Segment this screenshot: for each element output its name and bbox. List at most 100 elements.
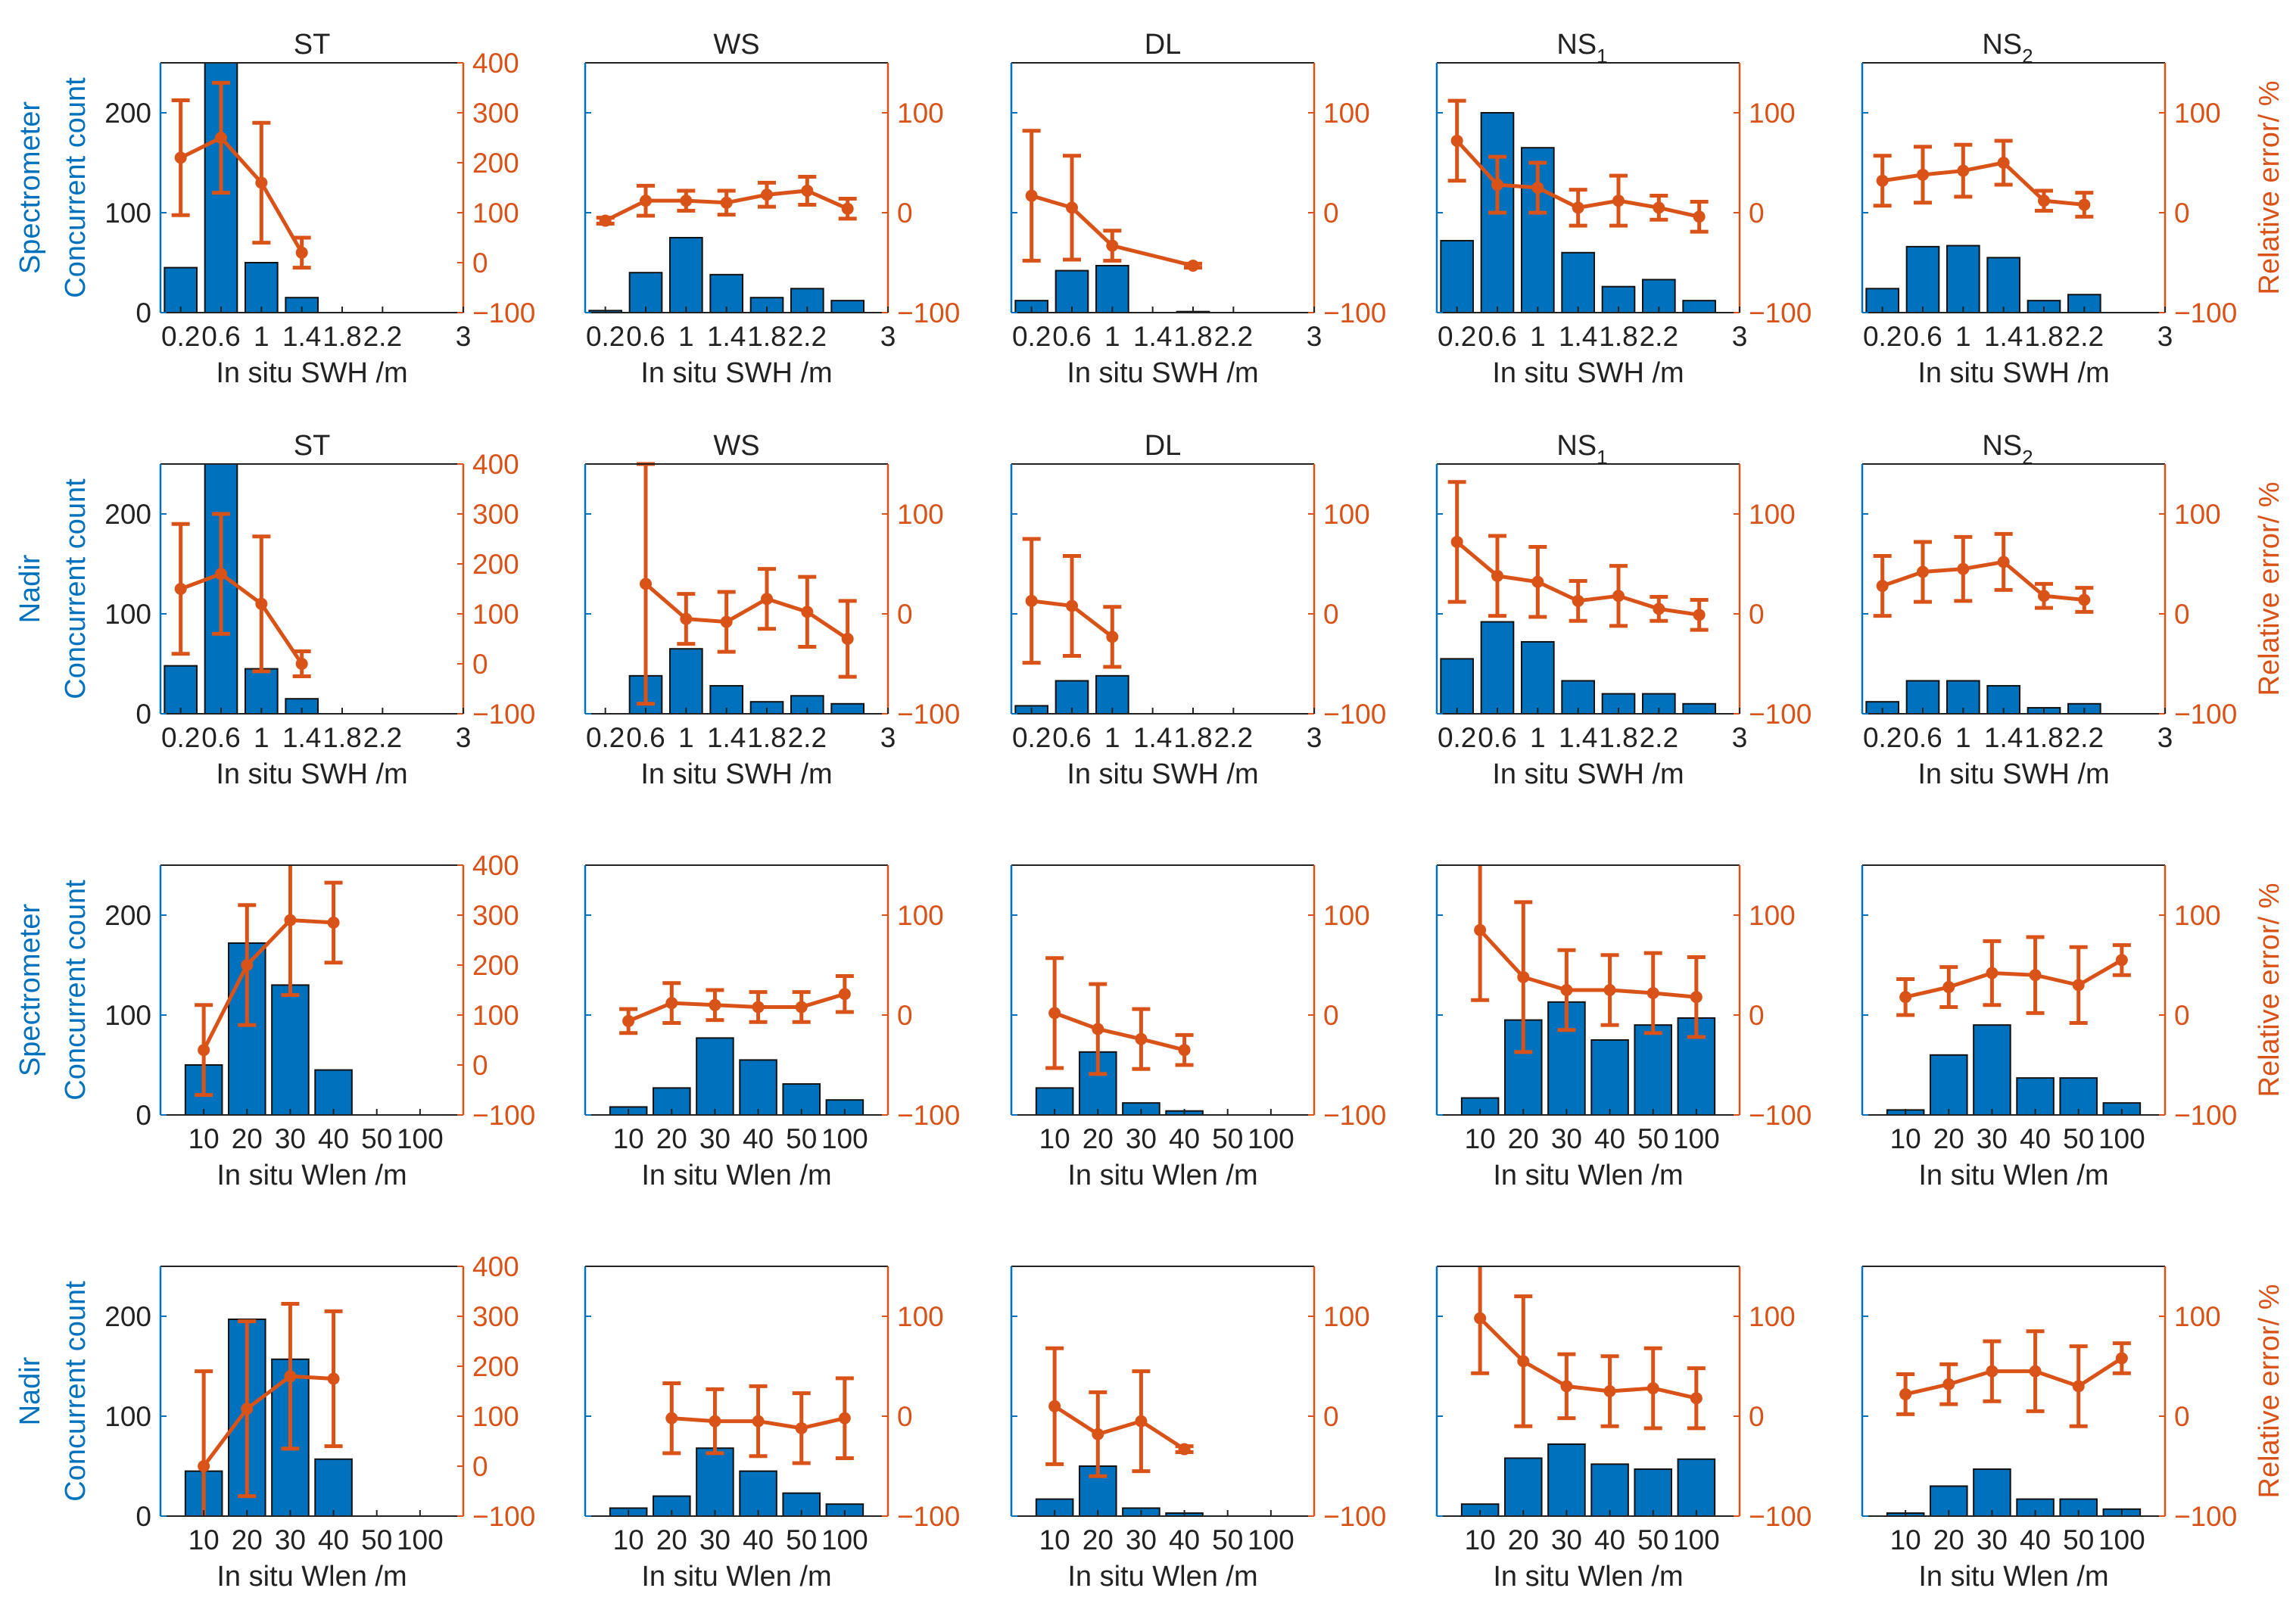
right-y-axis-label: Relative error/ % [2254, 1284, 2285, 1499]
right-tick-label: 0 [1749, 599, 1765, 630]
error-point-4 [327, 916, 340, 929]
right-tick-label: −100 [472, 699, 535, 730]
x-tick-label: 100 [821, 1123, 868, 1154]
error-line [202, 1374, 334, 1468]
left-tick-label: 100 [104, 1401, 151, 1432]
error-point-6 [801, 606, 814, 618]
error-point-2 [1092, 1428, 1104, 1440]
error-point-3 [255, 176, 268, 189]
error-point-5 [795, 1001, 808, 1014]
right-tick-label: 100 [2174, 98, 2221, 129]
error-point-3 [1106, 239, 1119, 252]
right-tick-label: −100 [897, 699, 960, 730]
error-point-2 [215, 568, 227, 581]
x-tick-label: 1 [1530, 321, 1546, 352]
right-tick-label: 200 [472, 148, 519, 179]
error-point-5 [2072, 1380, 2085, 1393]
error-point-5 [2038, 590, 2050, 603]
x-tick-label: 0.6 [201, 722, 240, 753]
x-tick-label: 30 [1551, 1524, 1582, 1555]
x-tick-label: 10 [1039, 1524, 1070, 1555]
error-point-1 [1025, 189, 1038, 202]
bar-3 [1973, 1024, 2011, 1116]
x-axis-label: In situ SWH /m [216, 357, 407, 389]
right-y-axis-label: Relative error/ % [2254, 482, 2285, 696]
right-tick-label: 100 [1749, 98, 1796, 129]
error-point-3 [1531, 182, 1544, 194]
error-point-4 [1997, 157, 2010, 169]
x-tick-label: 40 [1594, 1524, 1625, 1555]
x-tick-label: 10 [1465, 1524, 1496, 1555]
x-axis-label: In situ Wlen /m [1067, 1160, 1257, 1191]
x-tick-label: 1.8 [2024, 321, 2063, 352]
x-tick-label: 1.8 [1599, 321, 1637, 352]
bar-2 [1055, 269, 1089, 313]
x-tick-label: 40 [318, 1524, 349, 1555]
error-point-1 [1048, 1400, 1061, 1412]
bar-1 [1440, 658, 1475, 715]
bar-7 [1682, 702, 1716, 715]
error-point-1 [198, 1044, 210, 1057]
x-tick-label: 30 [699, 1524, 731, 1555]
right-tick-label: 0 [472, 649, 488, 680]
x-axis-label: In situ SWH /m [1067, 758, 1258, 790]
right-y-axis-label: Relative error/ % [2254, 883, 2285, 1098]
bar-2 [1930, 1054, 1968, 1116]
x-tick-label: 20 [1933, 1123, 1964, 1154]
right-tick-label: 300 [472, 499, 519, 530]
error-point-4 [295, 658, 308, 670]
x-tick-label: 10 [1465, 1123, 1496, 1154]
x-tick-label: 100 [1248, 1524, 1294, 1555]
x-tick-label: 40 [2020, 1524, 2051, 1555]
right-tick-label: 0 [2174, 198, 2190, 229]
error-point-6 [2078, 593, 2091, 606]
error-point-5 [1612, 195, 1625, 207]
error-point-2 [241, 1403, 254, 1415]
bar-6 [1677, 1458, 1716, 1518]
error-point-1 [1048, 1007, 1061, 1020]
error-point-4 [1603, 984, 1616, 996]
x-tick-label: 50 [361, 1524, 392, 1555]
x-tick-label: 0.6 [1478, 722, 1516, 753]
right-tick-label: 400 [472, 850, 519, 881]
bar-2 [1480, 621, 1515, 715]
x-tick-label: 20 [1083, 1524, 1114, 1555]
right-tick-label: −100 [1749, 297, 1812, 329]
right-tick-label: −100 [2174, 699, 2237, 730]
error-point-7 [841, 202, 854, 215]
x-tick-label: 100 [1673, 1123, 1720, 1154]
error-point-3 [709, 998, 721, 1011]
x-tick-label: 0.2 [1438, 722, 1476, 753]
error-point-7 [1693, 210, 1706, 223]
error-point-6 [1690, 991, 1703, 1004]
x-tick-label: 10 [613, 1123, 644, 1154]
error-point-6 [838, 988, 851, 1001]
x-tick-label: 40 [2020, 1123, 2051, 1154]
x-tick-label: 100 [1673, 1524, 1720, 1555]
error-point-6 [801, 184, 814, 197]
x-tick-label: 0.2 [161, 321, 200, 352]
error-point-4 [1997, 556, 2010, 568]
x-tick-label: 30 [1977, 1123, 2008, 1154]
x-tick-label: 3 [1732, 722, 1748, 753]
right-tick-label: −100 [1749, 1501, 1812, 1532]
bar-4 [739, 1059, 777, 1116]
bar-3 [696, 1037, 734, 1116]
error-point-6 [2115, 1352, 2128, 1365]
x-tick-label: 1 [254, 321, 269, 352]
right-tick-label: 100 [897, 98, 944, 129]
x-tick-label: 30 [1126, 1123, 1157, 1154]
right-tick-label: 100 [897, 900, 944, 931]
error-point-4 [2029, 969, 2042, 982]
error-line [1478, 929, 1697, 999]
x-tick-label: 1.8 [322, 321, 361, 352]
x-tick-label: 0.2 [586, 321, 625, 352]
bar-1 [164, 266, 198, 314]
x-tick-label: 30 [275, 1524, 306, 1555]
panel-r0-c4: 100 0 −100 0.2 0.6 1 1.4 1.8 2.2 3 In situ SWH /m N… [1861, 29, 2285, 389]
x-tick-label: 0.6 [1478, 321, 1516, 352]
bar-5 [1634, 1468, 1672, 1517]
bar-4 [1590, 1039, 1629, 1116]
x-tick-label: 0.6 [1903, 722, 1942, 753]
